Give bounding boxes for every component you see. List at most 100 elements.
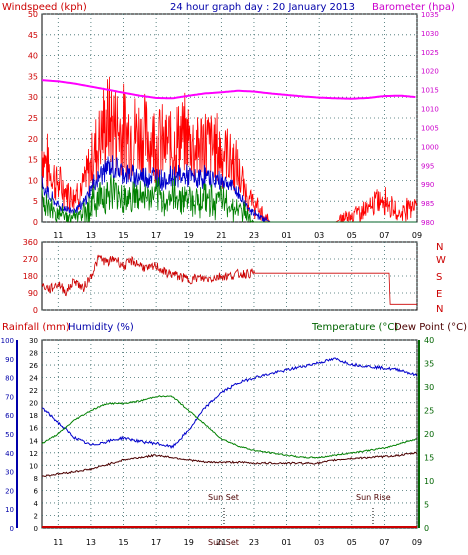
time-tick-label: 19	[184, 538, 194, 547]
humidity-line	[41, 357, 418, 449]
direction-tick-label: 0	[33, 306, 38, 315]
compass-label: S	[436, 272, 442, 283]
humidity-tick-label: 50	[5, 431, 14, 439]
wind-direction-line	[41, 254, 417, 305]
wind-tick-label: 20	[28, 135, 38, 144]
rainfall-tick-label: 26	[29, 362, 38, 370]
baro-tick-label: 990	[421, 181, 434, 189]
rainfall-tick-label: 30	[29, 337, 38, 345]
time-tick-label: 13	[86, 538, 96, 547]
rainfall-tick-label: 4	[34, 500, 39, 508]
sunrise-label: Sun Rise	[356, 493, 391, 502]
baro-tick-label: 1020	[421, 68, 439, 76]
baro-tick-label: 1005	[421, 124, 439, 132]
temperature-tick-label: 35	[424, 360, 434, 369]
compass-label: N	[436, 304, 443, 315]
baro-tick-label: 1025	[421, 49, 439, 57]
time-tick-label: 19	[184, 231, 194, 240]
direction-tick-label: 360	[23, 238, 38, 247]
rainfall-axis-label: Rainfall (mm)	[2, 322, 70, 333]
time-tick-label: 09	[412, 231, 422, 240]
time-tick-label: 11	[53, 538, 63, 547]
wind-tick-label: 35	[28, 72, 38, 81]
time-tick-label: 21	[216, 538, 226, 547]
time-tick-label: 03	[314, 538, 324, 547]
time-tick-label: 05	[347, 538, 357, 547]
wind-tick-label: 25	[28, 114, 38, 123]
temperature-tick-label: 25	[424, 407, 434, 416]
time-tick-label: 21	[216, 231, 226, 240]
windspeed-axis-label: Windspeed (kph)	[2, 2, 87, 13]
time-tick-label: 23	[249, 538, 259, 547]
temperature-tick-label: 5	[424, 501, 429, 510]
wind-tick-label: 50	[28, 10, 38, 19]
rainfall-tick-label: 24	[29, 375, 38, 383]
wind-gust-line	[41, 76, 418, 223]
humidity-tick-label: 70	[5, 393, 14, 401]
baro-tick-label: 995	[421, 162, 434, 170]
humidity-tick-label: 90	[5, 356, 14, 364]
rainfall-tick-label: 10	[29, 462, 38, 470]
rainfall-tick-label: 22	[29, 387, 38, 395]
humidity-tick-label: 30	[5, 469, 14, 477]
rainfall-tick-label: 28	[29, 350, 38, 358]
compass-label: N	[436, 242, 443, 253]
time-tick-label: 01	[281, 231, 291, 240]
rainfall-tick-label: 16	[29, 425, 38, 433]
wind-tick-label: 10	[28, 176, 38, 185]
baro-tick-label: 985	[421, 200, 434, 208]
temperature-tick-label: 40	[424, 336, 434, 345]
time-tick-label: 17	[151, 538, 161, 547]
dewpoint-line	[41, 451, 418, 478]
wind-tick-label: 5	[33, 197, 38, 206]
sunset-label: Sun Set	[208, 493, 239, 502]
compass-label: E	[436, 289, 442, 300]
rainfall-tick-label: 8	[34, 475, 38, 483]
temperature-line	[41, 395, 417, 459]
rainfall-tick-label: 6	[34, 487, 39, 495]
time-tick-label: 15	[118, 231, 128, 240]
time-tick-label: 17	[151, 231, 161, 240]
wind-tick-label: 30	[28, 93, 38, 102]
rainfall-tick-label: 2	[34, 512, 38, 520]
direction-tick-label: 270	[23, 255, 38, 264]
time-tick-label: 05	[347, 231, 357, 240]
humidity-tick-label: 0	[10, 525, 14, 533]
humidity-tick-label: 80	[5, 375, 14, 383]
humidity-tick-label: 20	[5, 487, 14, 495]
humidity-axis-label: Humidity (%)	[68, 322, 134, 333]
baro-tick-label: 980	[421, 219, 434, 227]
time-tick-label: 01	[281, 538, 291, 547]
wind-low-line	[41, 174, 417, 224]
rainfall-tick-label: 14	[29, 437, 38, 445]
dewpoint-axis-label: Dew Point (°C)	[394, 322, 467, 333]
humidity-tick-label: 60	[5, 412, 14, 420]
humidity-tick-label: 100	[1, 337, 14, 345]
temperature-tick-label: 0	[424, 524, 429, 533]
time-tick-label: 07	[379, 231, 389, 240]
compass-label: W	[436, 255, 446, 266]
baro-tick-label: 1035	[421, 11, 439, 19]
temperature-panel: 0102030405060708090100024681012141618202…	[1, 336, 435, 547]
temperature-tick-label: 30	[424, 383, 434, 392]
direction-tick-label: 180	[23, 272, 38, 281]
humidity-tick-label: 40	[5, 450, 14, 458]
time-tick-label: 23	[249, 231, 259, 240]
time-tick-label: 07	[379, 538, 389, 547]
rainfall-tick-label: 0	[34, 525, 38, 533]
wind-tick-label: 45	[28, 31, 38, 40]
chart-title: 24 hour graph day : 20 January 2013	[170, 2, 355, 13]
rainfall-tick-label: 18	[29, 412, 38, 420]
temperature-tick-label: 15	[424, 454, 434, 463]
temperature-tick-label: 20	[424, 430, 434, 439]
baro-tick-label: 1010	[421, 106, 439, 114]
barometer-axis-label: Barometer (hpa)	[372, 2, 455, 13]
sunset-overlap-label: Sun Set	[208, 538, 239, 547]
temperature-axis-label: Temperature (°C)	[311, 322, 398, 333]
temperature-tick-label: 10	[424, 477, 434, 486]
rainfall-tick-label: 20	[29, 400, 38, 408]
barometer-line	[41, 79, 416, 100]
